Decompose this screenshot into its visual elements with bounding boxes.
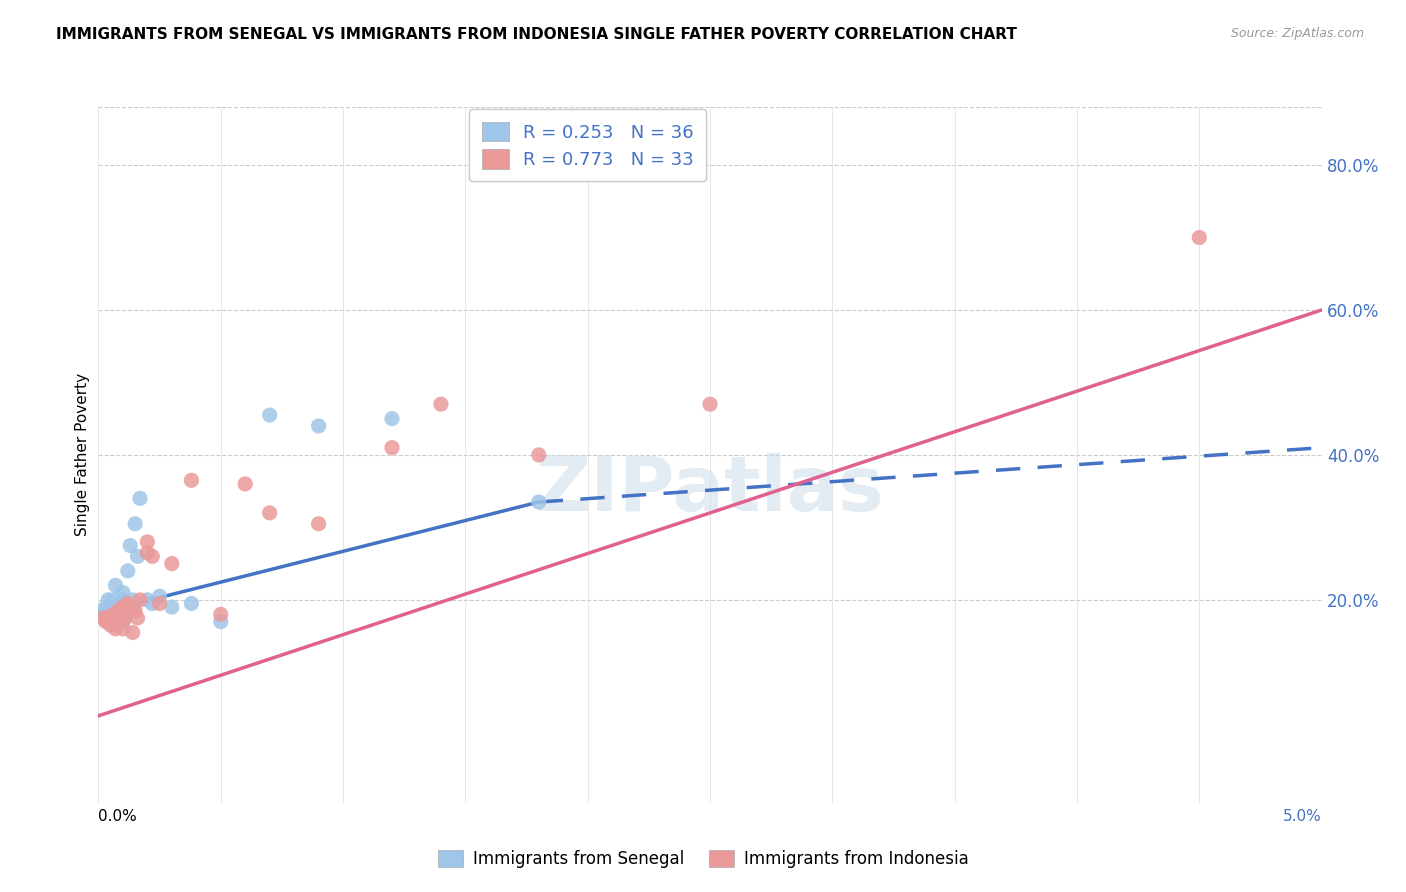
Point [209, 607, 232, 622]
Point [124, 604, 146, 618]
Point [124, 516, 146, 531]
Point [129, 592, 152, 607]
Point [107, 604, 129, 618]
Legend: Immigrants from Senegal, Immigrants from Indonesia: Immigrants from Senegal, Immigrants from… [430, 843, 976, 875]
Text: IMMIGRANTS FROM SENEGAL VS IMMIGRANTS FROM INDONESIA SINGLE FATHER POVERTY CORRE: IMMIGRANTS FROM SENEGAL VS IMMIGRANTS FR… [56, 27, 1017, 42]
Point [111, 604, 134, 618]
Point [141, 597, 163, 611]
Point [91, 611, 114, 625]
Point [308, 516, 330, 531]
Point [100, 618, 122, 632]
Point [259, 408, 281, 422]
Point [94, 600, 117, 615]
Point [120, 539, 142, 553]
Point [136, 592, 159, 607]
Text: Source: ZipAtlas.com: Source: ZipAtlas.com [1230, 27, 1364, 40]
Point [430, 397, 453, 411]
Point [136, 546, 159, 560]
Point [180, 473, 202, 487]
Point [121, 592, 143, 607]
Point [114, 611, 136, 625]
Point [111, 622, 134, 636]
Point [259, 506, 281, 520]
Point [94, 615, 117, 629]
Point [107, 600, 129, 615]
Point [121, 625, 143, 640]
Text: ZIPatlas: ZIPatlas [536, 453, 884, 526]
Point [381, 411, 404, 425]
Point [233, 476, 256, 491]
Point [141, 549, 163, 564]
Point [104, 578, 127, 592]
Point [129, 491, 152, 506]
Point [149, 597, 172, 611]
Point [104, 611, 127, 625]
Point [527, 495, 550, 509]
Point [101, 600, 124, 615]
Point [149, 589, 172, 603]
Point [308, 419, 330, 434]
Point [381, 441, 404, 455]
Point [699, 397, 721, 411]
Point [91, 604, 114, 618]
Point [136, 534, 159, 549]
Point [209, 615, 232, 629]
Point [107, 604, 129, 618]
Point [160, 600, 183, 615]
Point [1188, 230, 1211, 244]
Point [160, 557, 183, 571]
Text: 0.0%: 0.0% [98, 809, 138, 824]
Point [100, 611, 122, 625]
Point [117, 597, 139, 611]
Point [110, 597, 132, 611]
Point [97, 592, 120, 607]
Point [97, 611, 120, 625]
Legend: R = 0.253   N = 36, R = 0.773   N = 33: R = 0.253 N = 36, R = 0.773 N = 33 [470, 109, 706, 181]
Point [111, 592, 134, 607]
Point [101, 592, 124, 607]
Point [527, 448, 550, 462]
Point [117, 597, 139, 611]
Point [114, 607, 136, 622]
Point [97, 615, 120, 629]
Point [101, 607, 124, 622]
Point [121, 600, 143, 615]
Point [111, 615, 134, 629]
Point [117, 564, 139, 578]
Y-axis label: Single Father Poverty: Single Father Poverty [75, 374, 90, 536]
Point [127, 611, 149, 625]
Point [180, 597, 202, 611]
Point [110, 615, 132, 629]
Point [120, 600, 142, 615]
Point [104, 618, 127, 632]
Text: 5.0%: 5.0% [1282, 809, 1322, 824]
Point [127, 549, 149, 564]
Point [111, 600, 134, 615]
Point [111, 585, 134, 599]
Point [110, 611, 132, 625]
Point [104, 622, 127, 636]
